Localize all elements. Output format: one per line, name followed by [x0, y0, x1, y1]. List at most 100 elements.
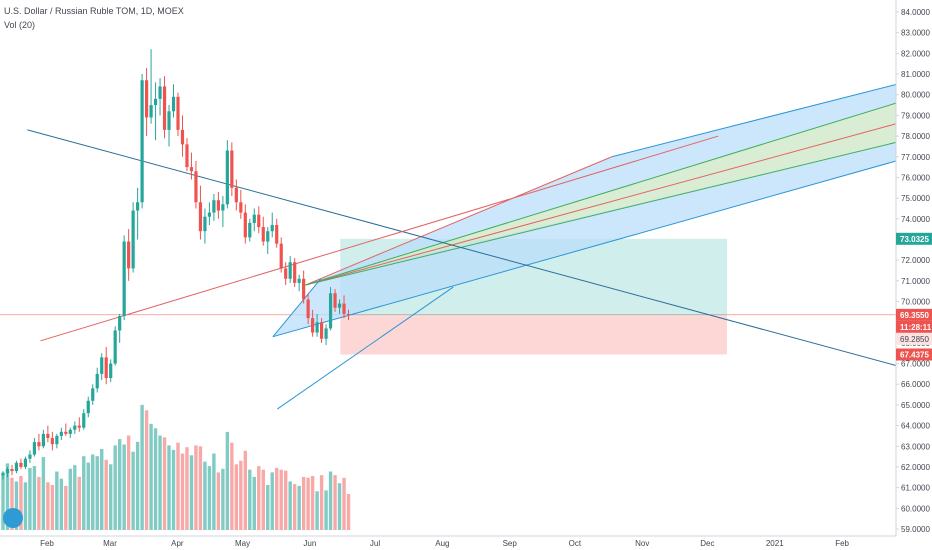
- price-tick-label: 59.0000: [901, 525, 930, 534]
- volume-bar: [14, 481, 19, 530]
- candle-body: [194, 171, 198, 203]
- candle-body: [32, 442, 37, 455]
- candle-body: [333, 293, 337, 308]
- price-tick-label: 65.0000: [901, 401, 930, 410]
- candle-body: [37, 442, 41, 447]
- pitchfork-median-line: [305, 123, 897, 286]
- volume-bar: [64, 485, 68, 530]
- volume-bar: [212, 453, 216, 530]
- volume-bar: [55, 471, 59, 530]
- candle-body: [337, 303, 342, 308]
- volume-bar: [230, 442, 234, 530]
- price-tick-label: 61.0000: [901, 484, 930, 493]
- time-tick-label: 2021: [766, 539, 784, 548]
- candle-body: [189, 167, 194, 172]
- price-tick-label: 78.0000: [901, 132, 930, 141]
- volume-bar: [301, 476, 306, 530]
- volume-bar: [239, 460, 243, 530]
- countdown-label: 11:28:11: [900, 323, 932, 332]
- stop-price-label: 67.4375: [900, 351, 929, 360]
- candle-body: [109, 363, 113, 379]
- countdown-label-background: [896, 320, 932, 333]
- chart-title: U.S. Dollar / Russian Ruble TOM, 1D, MOE…: [4, 6, 184, 16]
- time-axis-background: [0, 536, 932, 550]
- pitchfork-handle: [305, 156, 613, 286]
- volume-bar: [10, 477, 14, 530]
- candle-body: [91, 388, 95, 401]
- pitchfork-inner-bottom-line: [305, 141, 897, 286]
- price-tick-label: 81.0000: [901, 70, 930, 79]
- volume-bar: [337, 483, 342, 530]
- volume-bar: [5, 463, 10, 530]
- candle-body: [104, 357, 108, 379]
- price-badges: 73.0325 69.3550 11:28:11 69.2850 67.4375: [896, 232, 932, 361]
- time-tick-label: Jun: [303, 539, 316, 548]
- candle-body: [297, 278, 301, 283]
- pitchfork[interactable]: [272, 83, 897, 338]
- candle-body: [158, 86, 162, 99]
- volume-bar: [131, 451, 135, 530]
- volume-bar: [73, 465, 77, 530]
- volume-bar: [28, 467, 32, 530]
- volume-bar: [275, 467, 279, 530]
- loss-zone: [340, 316, 727, 355]
- volume-bar: [288, 481, 292, 530]
- volume-bar: [203, 461, 207, 530]
- candle-body: [319, 322, 324, 339]
- candle-body: [140, 80, 144, 203]
- volume-bar: [23, 482, 28, 530]
- candle-body: [230, 150, 234, 188]
- volume-bar: [91, 454, 95, 530]
- candle-body: [315, 322, 319, 333]
- time-tick-label: Jul: [370, 539, 380, 548]
- volume-bar: [225, 431, 230, 530]
- candle-body: [185, 144, 189, 168]
- candle-body: [279, 243, 283, 269]
- candle-body: [82, 413, 86, 428]
- volume-bar: [126, 435, 131, 530]
- volume-bar: [41, 457, 46, 530]
- volume-bar: [257, 466, 261, 530]
- volume-bar: [216, 472, 221, 530]
- price-tick-label: 77.0000: [901, 153, 930, 162]
- volume-bar: [117, 439, 122, 530]
- price-tick-label: 60.0000: [901, 504, 930, 513]
- volume-bar: [162, 437, 167, 530]
- price-tick-label: 63.0000: [901, 442, 930, 451]
- price-tick-label: 79.0000: [901, 111, 930, 120]
- volume-bar: [207, 466, 212, 530]
- price-tick-label: 71.0000: [901, 277, 930, 286]
- candle-body: [198, 202, 203, 232]
- candle-body: [162, 86, 167, 130]
- volume-bar: [198, 446, 203, 530]
- candle-body: [100, 357, 104, 374]
- volume-bar: [153, 428, 158, 530]
- price-tick-label: 84.0000: [901, 8, 930, 17]
- chart-legend: U.S. Dollar / Russian Ruble TOM, 1D, MOE…: [4, 4, 184, 32]
- candle-body: [28, 454, 32, 459]
- volume-bar: [176, 442, 180, 530]
- candle-body: [248, 222, 252, 238]
- trend-lines[interactable]: [27, 129, 897, 410]
- last-price-label-background: [896, 308, 932, 321]
- volume-bar: [261, 469, 265, 530]
- volume-bar: [50, 485, 55, 530]
- trend-line: [27, 129, 897, 367]
- candle-body: [136, 202, 140, 211]
- price-tick-label: 66.0000: [901, 380, 930, 389]
- candle-body: [207, 212, 212, 217]
- volume-bar: [144, 410, 149, 530]
- time-tick-label: Oct: [569, 539, 582, 548]
- trend-line: [276, 286, 454, 410]
- candle-body: [239, 202, 243, 213]
- volume-bar: [135, 441, 140, 530]
- candle-body: [203, 216, 207, 232]
- candle-body: [55, 435, 59, 445]
- candle-body: [288, 262, 292, 279]
- volume-bar: [342, 477, 346, 530]
- candle-body: [346, 313, 351, 315]
- candle-body: [180, 129, 185, 145]
- candle-body: [212, 200, 216, 213]
- candle-body: [118, 315, 122, 331]
